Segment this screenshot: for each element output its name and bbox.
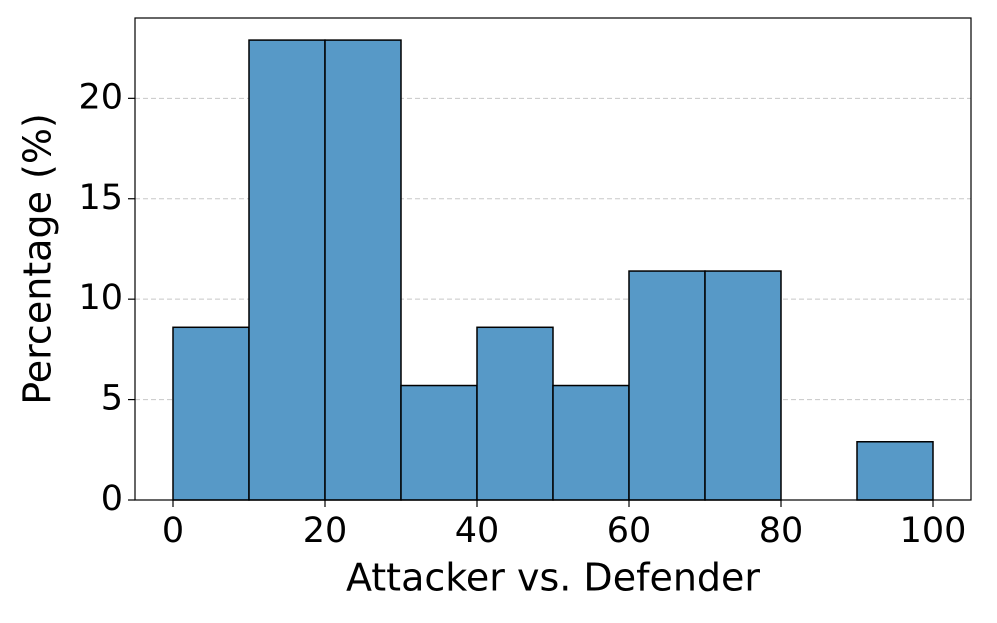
y-tick-label: 15 xyxy=(78,178,123,218)
bar xyxy=(856,441,934,501)
bar xyxy=(552,384,630,501)
x-tick-label: 40 xyxy=(455,511,500,551)
y-axis-label: Percentage (%) xyxy=(16,113,60,405)
bar xyxy=(248,39,326,501)
x-tick-label: 80 xyxy=(759,511,804,551)
y-tick-label: 0 xyxy=(101,479,123,519)
bar xyxy=(400,384,478,501)
y-tick-label: 10 xyxy=(78,278,123,318)
x-axis-label: Attacker vs. Defender xyxy=(346,556,760,600)
x-tick-label: 0 xyxy=(162,511,184,551)
x-tick-label: 20 xyxy=(303,511,348,551)
bar xyxy=(172,326,250,501)
bar xyxy=(324,39,402,501)
plot-frame xyxy=(134,17,972,501)
bar xyxy=(704,270,782,501)
y-tick-label: 20 xyxy=(78,77,123,117)
bar xyxy=(628,270,706,501)
x-tick-label: 100 xyxy=(900,511,967,551)
bar xyxy=(476,326,554,501)
x-tick-label: 60 xyxy=(607,511,652,551)
y-tick-label: 5 xyxy=(101,379,123,419)
